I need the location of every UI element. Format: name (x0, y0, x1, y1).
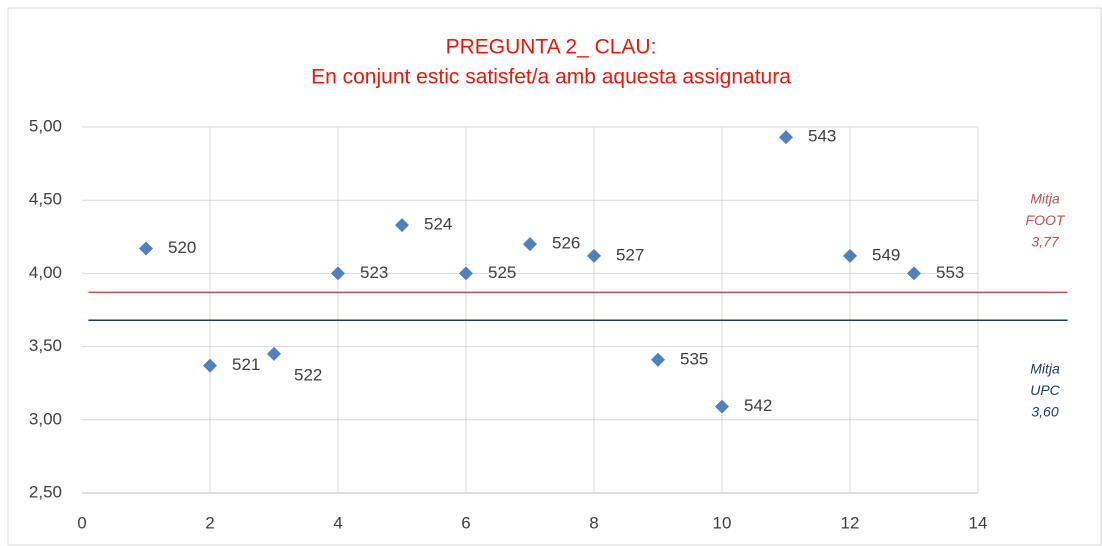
point-label: 543 (808, 127, 836, 146)
data-point (843, 248, 857, 263)
x-tick-label: 14 (969, 513, 988, 532)
reference-annotation: FOOT (1026, 212, 1066, 228)
point-label: 535 (680, 349, 708, 368)
data-point (139, 241, 153, 256)
point-label: 521 (232, 355, 260, 374)
point-label: 527 (616, 245, 644, 264)
x-tick-label: 10 (713, 513, 732, 532)
chart-title: En conjunt estic satisfet/a amb aquesta … (311, 66, 791, 89)
x-tick-label: 12 (841, 513, 860, 532)
y-tick-label: 2,50 (29, 482, 62, 501)
point-label: 526 (552, 234, 580, 253)
data-point (715, 399, 729, 414)
data-point (651, 352, 665, 367)
point-label: 524 (424, 215, 452, 234)
reference-annotation: UPC (1030, 382, 1060, 398)
data-point (779, 130, 793, 145)
y-tick-label: 3,50 (29, 336, 62, 355)
x-tick-label: 2 (205, 513, 214, 532)
x-tick-label: 6 (461, 513, 470, 532)
chart-title: PREGUNTA 2_ CLAU: (446, 36, 657, 59)
x-tick-label: 8 (589, 513, 598, 532)
y-tick-label: 4,50 (29, 190, 62, 209)
data-point (203, 358, 217, 373)
point-label: 549 (872, 245, 900, 264)
point-label: 542 (744, 396, 772, 415)
data-point (331, 266, 345, 281)
reference-annotation: Mitja (1030, 361, 1060, 377)
point-label: 523 (360, 263, 388, 282)
data-point (587, 248, 601, 263)
data-point (523, 237, 537, 252)
y-tick-label: 5,00 (29, 116, 62, 135)
y-tick-label: 4,00 (29, 263, 62, 282)
data-point (459, 266, 473, 281)
point-label: 520 (168, 238, 196, 257)
point-label: 553 (936, 263, 964, 282)
data-point (907, 266, 921, 281)
point-label: 525 (488, 263, 516, 282)
x-tick-label: 0 (77, 513, 86, 532)
x-tick-label: 4 (333, 513, 342, 532)
reference-annotation: 3,77 (1031, 234, 1059, 250)
y-tick-label: 3,00 (29, 409, 62, 428)
data-point (395, 218, 409, 233)
data-point (267, 346, 281, 361)
reference-annotation: Mitja (1030, 191, 1060, 207)
reference-annotation: 3,60 (1031, 404, 1058, 420)
point-label: 522 (294, 365, 322, 384)
chart-frame (7, 7, 1102, 546)
